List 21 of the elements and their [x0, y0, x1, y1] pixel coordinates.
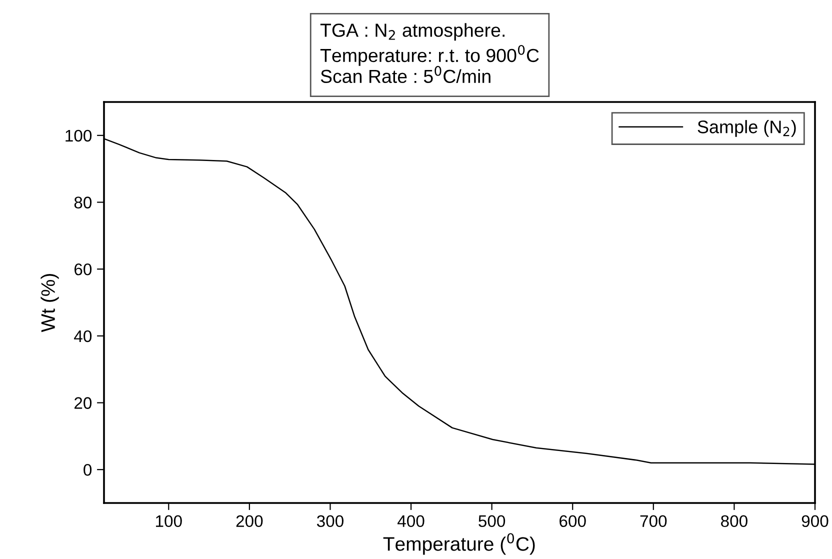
y-tick-label: 100 — [66, 130, 92, 142]
text: Temperature: r.t. to 900$^{0}$C — [320, 45, 539, 66]
text: Scan Rate : 5$^{0}$C/min — [320, 66, 490, 84]
x-tick-label: 800 — [721, 515, 748, 528]
y-tick-label: 60 — [74, 263, 92, 276]
text: TGA : N$_{2}$ atmosphere. — [320, 23, 504, 41]
legend-label: Sample (N$_{2}$) — [698, 120, 796, 137]
y-axis-title: Wt (%) — [40, 274, 59, 332]
y-tick-label: 40 — [74, 330, 92, 342]
x-tick-label: 200 — [236, 515, 263, 528]
x-tick-label: 900 — [802, 515, 828, 528]
x-axis-title: Temperature ($^{0}$C) — [383, 533, 535, 555]
x-tick-label: 400 — [398, 515, 424, 528]
y-tick-label: 0 — [84, 464, 92, 476]
y-tick-label: 80 — [74, 196, 92, 208]
x-tick-label: 700 — [640, 515, 667, 528]
x-tick-label: 100 — [156, 515, 182, 528]
y-tick-label: 20 — [74, 397, 92, 409]
x-tick-label: 300 — [316, 515, 344, 528]
x-tick-label: 500 — [478, 515, 506, 528]
x-tick-label: 600 — [560, 515, 586, 528]
